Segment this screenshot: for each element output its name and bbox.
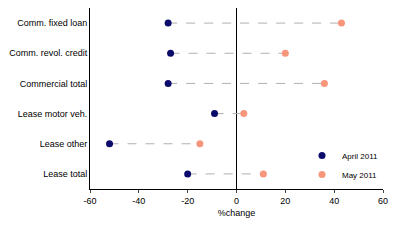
svg-text:April 2011: April 2011: [342, 152, 378, 161]
svg-text:-60: -60: [83, 196, 96, 206]
svg-text:Lease motor veh.: Lease motor veh.: [18, 109, 88, 119]
svg-text:Commercial total: Commercial total: [20, 79, 88, 89]
svg-text:Comm. revol. credit: Comm. revol. credit: [9, 48, 88, 58]
svg-text:0: 0: [234, 196, 239, 206]
svg-text:20: 20: [280, 196, 290, 206]
svg-text:-20: -20: [181, 196, 194, 206]
svg-text:Lease other: Lease other: [40, 139, 88, 149]
svg-text:-40: -40: [132, 196, 145, 206]
svg-text:Lease total: Lease total: [43, 169, 87, 179]
svg-text:60: 60: [378, 196, 388, 206]
svg-text:May 2011: May 2011: [342, 171, 377, 180]
svg-text:Comm. fixed loan: Comm. fixed loan: [17, 18, 87, 28]
svg-text:40: 40: [329, 196, 339, 206]
svg-text:%change: %change: [218, 208, 256, 218]
